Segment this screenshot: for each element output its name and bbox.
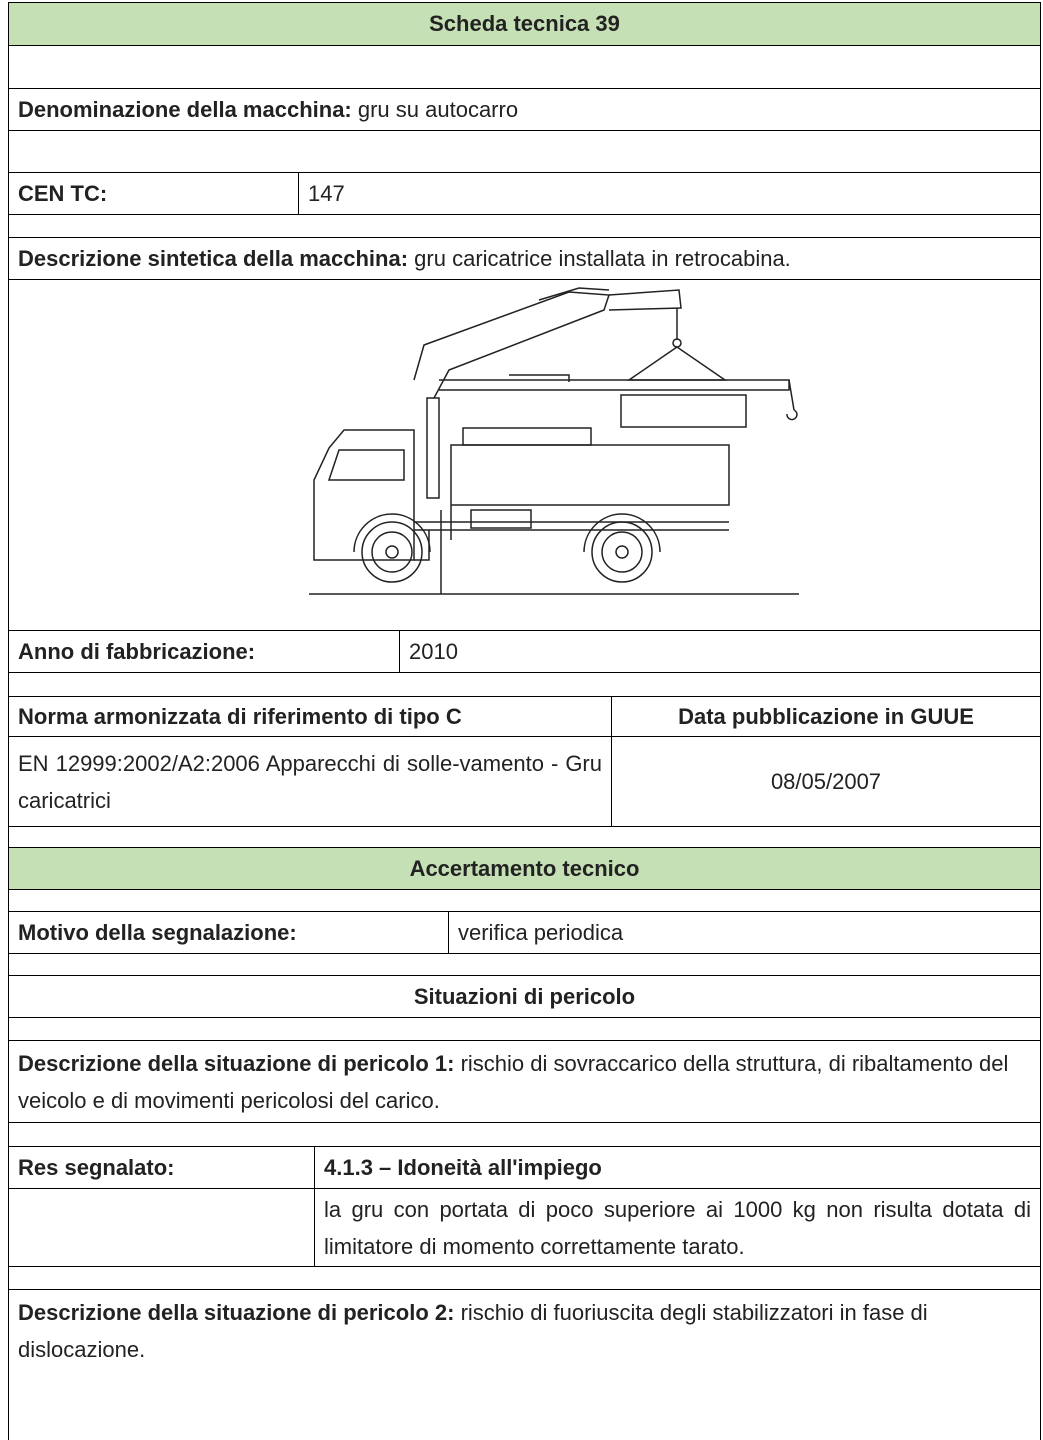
value: rischio di fuoriuscita degli stabilizzat… — [18, 1300, 928, 1362]
value: verifica periodica — [458, 919, 624, 945]
truck-crane-drawing — [309, 287, 799, 595]
spacer — [9, 1123, 1040, 1147]
spacer — [9, 131, 1040, 173]
value: rischio di sovraccarico della struttura,… — [18, 1051, 1009, 1113]
spacer — [9, 827, 1040, 848]
label: Descrizione sintetica della macchina: — [18, 245, 409, 271]
row: CEN TC: 147 — [9, 173, 1040, 215]
value: gru caricatrice installata in retrocabin… — [414, 245, 791, 271]
label: Descrizione della situazione di pericolo… — [18, 1051, 455, 1076]
spacer — [9, 890, 1040, 912]
spacer — [9, 46, 1040, 89]
row: Anno di fabbricazione: 2010 — [9, 631, 1040, 673]
value: 147 — [308, 180, 345, 206]
column-header: Norma armonizzata di riferimento di tipo… — [18, 703, 462, 729]
table-row: EN 12999:2002/A2:2006 Apparecchi di soll… — [9, 737, 1040, 827]
section-title: Accertamento tecnico — [409, 855, 640, 881]
spacer — [9, 673, 1040, 697]
value: la gru con portata di poco superiore ai … — [324, 1196, 1031, 1259]
header-row: Scheda tecnica 39 — [9, 3, 1040, 46]
label: Motivo della segnalazione: — [18, 919, 297, 945]
row: la gru con portata di poco superiore ai … — [9, 1189, 1040, 1267]
row: Descrizione sintetica della macchina: gr… — [9, 238, 1040, 280]
hazard-row: Descrizione della situazione di pericolo… — [9, 1041, 1040, 1123]
section-header: Situazioni di pericolo — [9, 976, 1040, 1018]
title: Scheda tecnica 39 — [429, 11, 620, 36]
row: Motivo della segnalazione: verifica perio… — [9, 912, 1040, 954]
column-header: Data pubblicazione in GUUE — [678, 703, 974, 729]
row: Denominazione della macchina: gru su aut… — [9, 89, 1040, 131]
label: CEN TC: — [18, 180, 108, 206]
spacer — [9, 1267, 1040, 1290]
label: Denominazione della macchina: — [18, 96, 352, 122]
value: 2010 — [409, 638, 458, 664]
form-table: Scheda tecnica 39 Denominazione della ma… — [8, 2, 1041, 1440]
standard-name: EN 12999:2002/A2:2006 Apparecchi di soll… — [18, 750, 602, 813]
row: Res segnalato: 4.1.3 – Idoneità all'impie… — [9, 1147, 1040, 1189]
value: gru su autocarro — [357, 96, 519, 122]
spacer — [9, 954, 1040, 976]
spacer — [9, 1018, 1040, 1041]
spacer — [9, 215, 1040, 238]
label: Res segnalato: — [18, 1154, 175, 1180]
label: Anno di fabbricazione: — [18, 638, 256, 664]
label: Descrizione della situazione di pericolo… — [18, 1300, 455, 1325]
table-header: Norma armonizzata di riferimento di tipo… — [9, 697, 1040, 737]
section-header: Accertamento tecnico — [9, 848, 1040, 890]
section-title: Situazioni di pericolo — [413, 983, 636, 1009]
image-row — [9, 280, 1040, 631]
value: 4.1.3 – Idoneità all'impiego — [324, 1154, 602, 1180]
publication-date: 08/05/2007 — [770, 768, 882, 794]
hazard-row: Descrizione della situazione di pericolo… — [9, 1290, 1040, 1440]
